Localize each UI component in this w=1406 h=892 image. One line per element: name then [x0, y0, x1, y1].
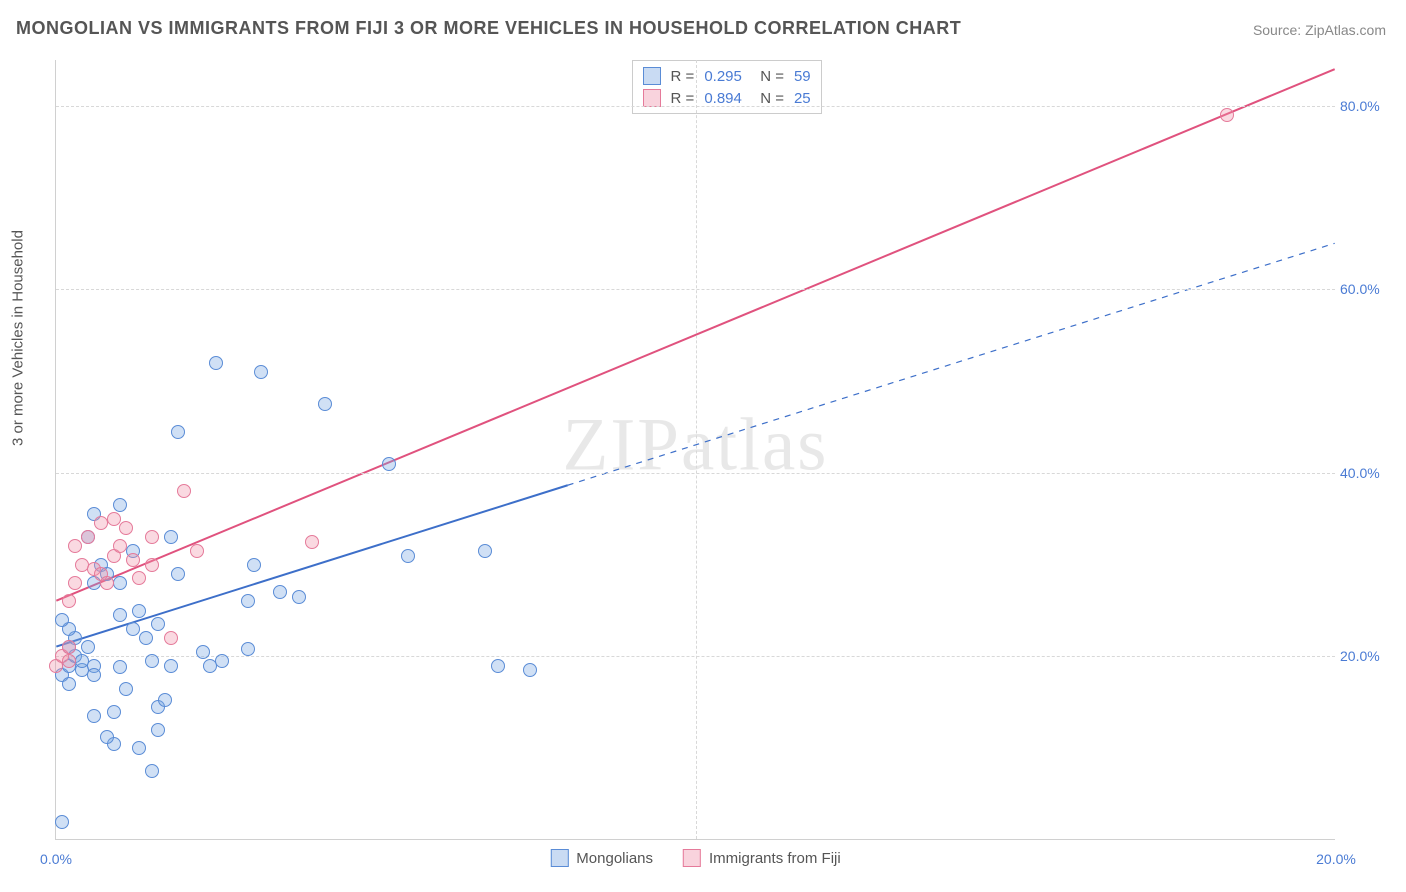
data-point: [139, 631, 153, 645]
data-point: [151, 723, 165, 737]
data-point: [196, 645, 210, 659]
data-point: [132, 741, 146, 755]
data-point: [145, 654, 159, 668]
data-point: [62, 677, 76, 691]
data-point: [62, 654, 76, 668]
data-point: [87, 709, 101, 723]
data-point: [478, 544, 492, 558]
data-point: [145, 764, 159, 778]
data-point: [247, 558, 261, 572]
data-point: [113, 539, 127, 553]
plot-area: ZIPatlas R =0.295 N =59R =0.894 N =25 Mo…: [55, 60, 1335, 840]
data-point: [119, 682, 133, 696]
data-point: [113, 660, 127, 674]
data-point: [164, 530, 178, 544]
data-point: [113, 576, 127, 590]
y-tick-label: 80.0%: [1340, 98, 1390, 114]
data-point: [171, 425, 185, 439]
data-point: [241, 594, 255, 608]
data-point: [215, 654, 229, 668]
legend-row: R =0.295 N =59: [643, 65, 811, 87]
data-point: [523, 663, 537, 677]
data-point: [401, 549, 415, 563]
y-tick-label: 60.0%: [1340, 281, 1390, 297]
data-point: [126, 553, 140, 567]
data-point: [164, 631, 178, 645]
legend-label: Mongolians: [576, 850, 653, 867]
y-axis-label: 3 or more Vehicles in Household: [10, 230, 27, 446]
data-point: [107, 705, 121, 719]
data-point: [55, 815, 69, 829]
data-point: [241, 642, 255, 656]
legend-series: Mongolians Immigrants from Fiji: [550, 849, 840, 867]
chart-title: MONGOLIAN VS IMMIGRANTS FROM FIJI 3 OR M…: [16, 18, 961, 39]
legend-swatch: [683, 849, 701, 867]
data-point: [107, 512, 121, 526]
data-point: [100, 576, 114, 590]
legend-swatch: [643, 67, 661, 85]
data-point: [145, 530, 159, 544]
y-tick-label: 20.0%: [1340, 648, 1390, 664]
data-point: [81, 530, 95, 544]
gridline-v: [696, 60, 697, 839]
data-point: [81, 640, 95, 654]
data-point: [113, 608, 127, 622]
data-point: [1220, 108, 1234, 122]
data-point: [164, 659, 178, 673]
data-point: [113, 498, 127, 512]
data-point: [62, 594, 76, 608]
legend-swatch: [550, 849, 568, 867]
data-point: [55, 613, 69, 627]
data-point: [158, 693, 172, 707]
legend-item: Immigrants from Fiji: [683, 849, 841, 867]
data-point: [254, 365, 268, 379]
data-point: [62, 640, 76, 654]
data-point: [68, 576, 82, 590]
data-point: [305, 535, 319, 549]
data-point: [177, 484, 191, 498]
legend-label: Immigrants from Fiji: [709, 850, 841, 867]
data-point: [190, 544, 204, 558]
data-point: [382, 457, 396, 471]
data-point: [318, 397, 332, 411]
data-point: [273, 585, 287, 599]
data-point: [87, 668, 101, 682]
legend-item: Mongolians: [550, 849, 653, 867]
data-point: [292, 590, 306, 604]
data-point: [119, 521, 133, 535]
data-point: [126, 622, 140, 636]
source-label: Source: ZipAtlas.com: [1253, 22, 1386, 38]
x-tick-label: 20.0%: [1316, 851, 1356, 867]
legend-swatch: [643, 89, 661, 107]
data-point: [491, 659, 505, 673]
x-tick-label: 0.0%: [40, 851, 72, 867]
data-point: [132, 604, 146, 618]
data-point: [68, 539, 82, 553]
data-point: [151, 617, 165, 631]
data-point: [171, 567, 185, 581]
data-point: [132, 571, 146, 585]
y-tick-label: 40.0%: [1340, 465, 1390, 481]
data-point: [145, 558, 159, 572]
data-point: [100, 730, 114, 744]
data-point: [209, 356, 223, 370]
